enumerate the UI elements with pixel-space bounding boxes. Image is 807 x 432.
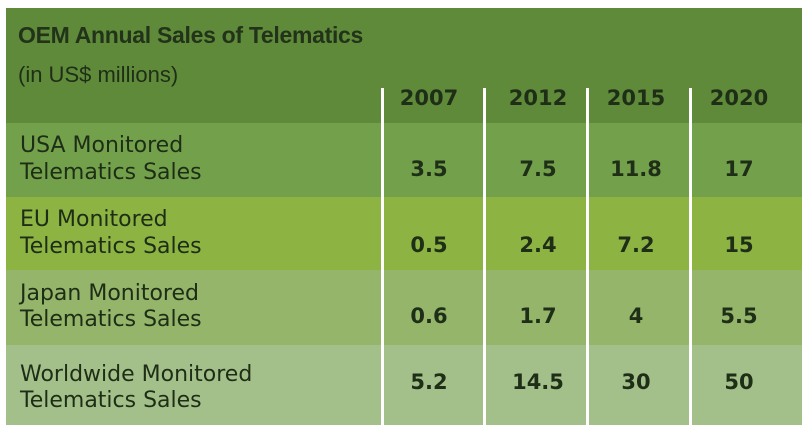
table-title: OEM Annual Sales of Telematics	[18, 22, 364, 48]
header-row: OEM Annual Sales of Telematics (in US$ m…	[6, 8, 802, 123]
column-divider	[381, 88, 384, 425]
column-header-2015: 2015	[606, 86, 666, 110]
row-label-line2: Telematics Sales	[20, 160, 202, 185]
value-cell: 30	[621, 370, 651, 394]
column-divider	[689, 88, 692, 425]
column-header-2012: 2012	[508, 86, 568, 110]
table-subtitle: (in US$ millions)	[18, 62, 179, 87]
value-cell: 5.5	[720, 304, 758, 328]
value-cell: 5.2	[410, 370, 448, 394]
value-cell: 3.5	[410, 157, 448, 181]
row-label-line1: EU Monitored	[20, 207, 168, 232]
column-header-2007: 2007	[399, 86, 459, 110]
value-cell: 15	[724, 233, 754, 257]
value-cell: 4	[628, 304, 644, 328]
row-label-line2: Telematics Sales	[20, 307, 202, 332]
table-row-eu: EU Monitored Telematics Sales 0.5 2.4 7.…	[6, 197, 802, 270]
value-cell: 0.6	[410, 304, 448, 328]
row-label-line1: Worldwide Monitored	[20, 362, 253, 387]
table-row-usa: USA Monitored Telematics Sales 3.5 7.5 1…	[6, 123, 802, 197]
table-row-worldwide: Worldwide Monitored Telematics Sales 5.2…	[6, 345, 802, 425]
row-label-line2: Telematics Sales	[20, 388, 202, 413]
row-label-line2: Telematics Sales	[20, 234, 202, 259]
value-cell: 50	[724, 370, 754, 394]
row-label-line1: USA Monitored	[20, 133, 184, 158]
column-header-2020: 2020	[709, 86, 769, 110]
row-label-line1: Japan Monitored	[20, 281, 199, 306]
value-cell: 0.5	[410, 233, 448, 257]
value-cell: 14.5	[512, 370, 564, 394]
value-cell: 2.4	[519, 233, 557, 257]
sales-table: OEM Annual Sales of Telematics (in US$ m…	[6, 8, 802, 425]
column-divider	[586, 88, 589, 425]
table-row-japan: Japan Monitored Telematics Sales 0.6 1.7…	[6, 270, 802, 345]
column-divider	[483, 88, 486, 425]
value-cell: 7.5	[519, 157, 557, 181]
value-cell: 1.7	[519, 304, 557, 328]
value-cell: 11.8	[610, 157, 662, 181]
value-cell: 7.2	[617, 233, 655, 257]
value-cell: 17	[724, 157, 754, 181]
